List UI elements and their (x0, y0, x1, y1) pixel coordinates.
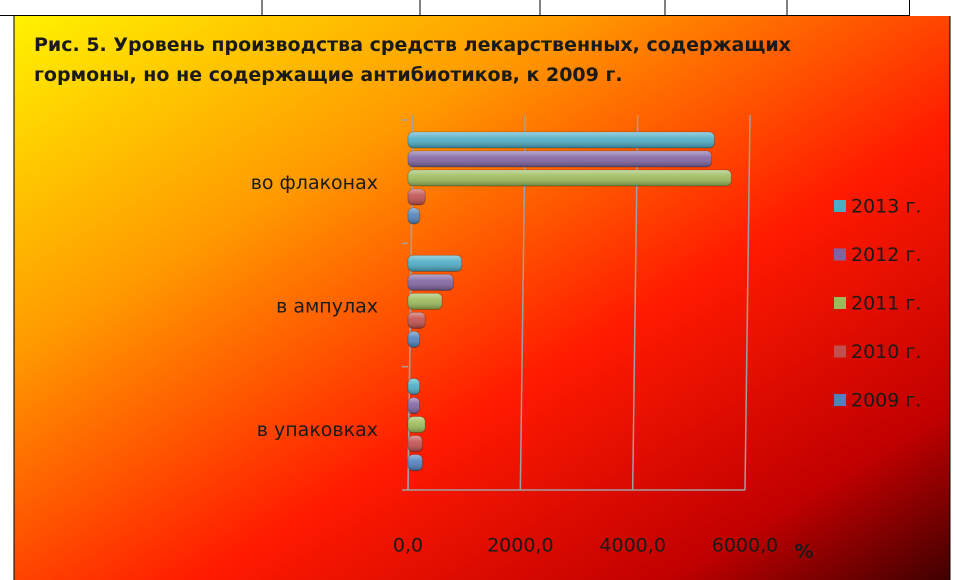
legend-label: 2013 г. (851, 196, 921, 218)
bar-shade (408, 454, 423, 471)
bar-shade (408, 416, 426, 433)
legend-label: 2011 г. (851, 293, 921, 315)
bar-shade (408, 435, 423, 452)
legend-label: 2009 г. (851, 390, 921, 412)
legend-label: 2012 г. (851, 244, 921, 266)
x-tick-label: 0,0 (393, 535, 423, 557)
y-tick-label: во флаконах (251, 172, 378, 194)
bar-shade (408, 170, 732, 186)
x-axis-label: % (794, 541, 813, 563)
bar-shade (408, 255, 462, 272)
bar-shade (408, 151, 712, 167)
bar-shade (408, 208, 420, 224)
legend-label: 2010 г. (851, 341, 921, 363)
bar-shade (408, 189, 426, 205)
x-tick-label: 4000,0 (599, 535, 665, 557)
legend-swatch (834, 200, 846, 212)
table-lines (0, 0, 910, 16)
chart-title: Рис. 5. Уровень производства средств лек… (34, 34, 791, 86)
grid-line (744, 114, 751, 491)
x-tick-label: 6000,0 (712, 535, 778, 557)
bar-shade (408, 397, 420, 414)
legend-swatch (834, 394, 846, 406)
legend-swatch (834, 297, 846, 309)
bar-shade (408, 378, 420, 395)
bar-shade (408, 331, 420, 348)
legend-swatch (834, 345, 846, 358)
legend-swatch (834, 248, 846, 261)
y-tick-label: в упаковках (257, 419, 378, 441)
x-tick-label: 2000,0 (487, 535, 553, 557)
y-tick-label: в ампулах (276, 296, 378, 318)
bar-shade (408, 132, 715, 148)
bar-shade (408, 293, 443, 310)
bar-shade (408, 312, 426, 329)
bar-shade (408, 274, 454, 291)
table-strip (0, 0, 954, 16)
chart-background (14, 16, 950, 580)
